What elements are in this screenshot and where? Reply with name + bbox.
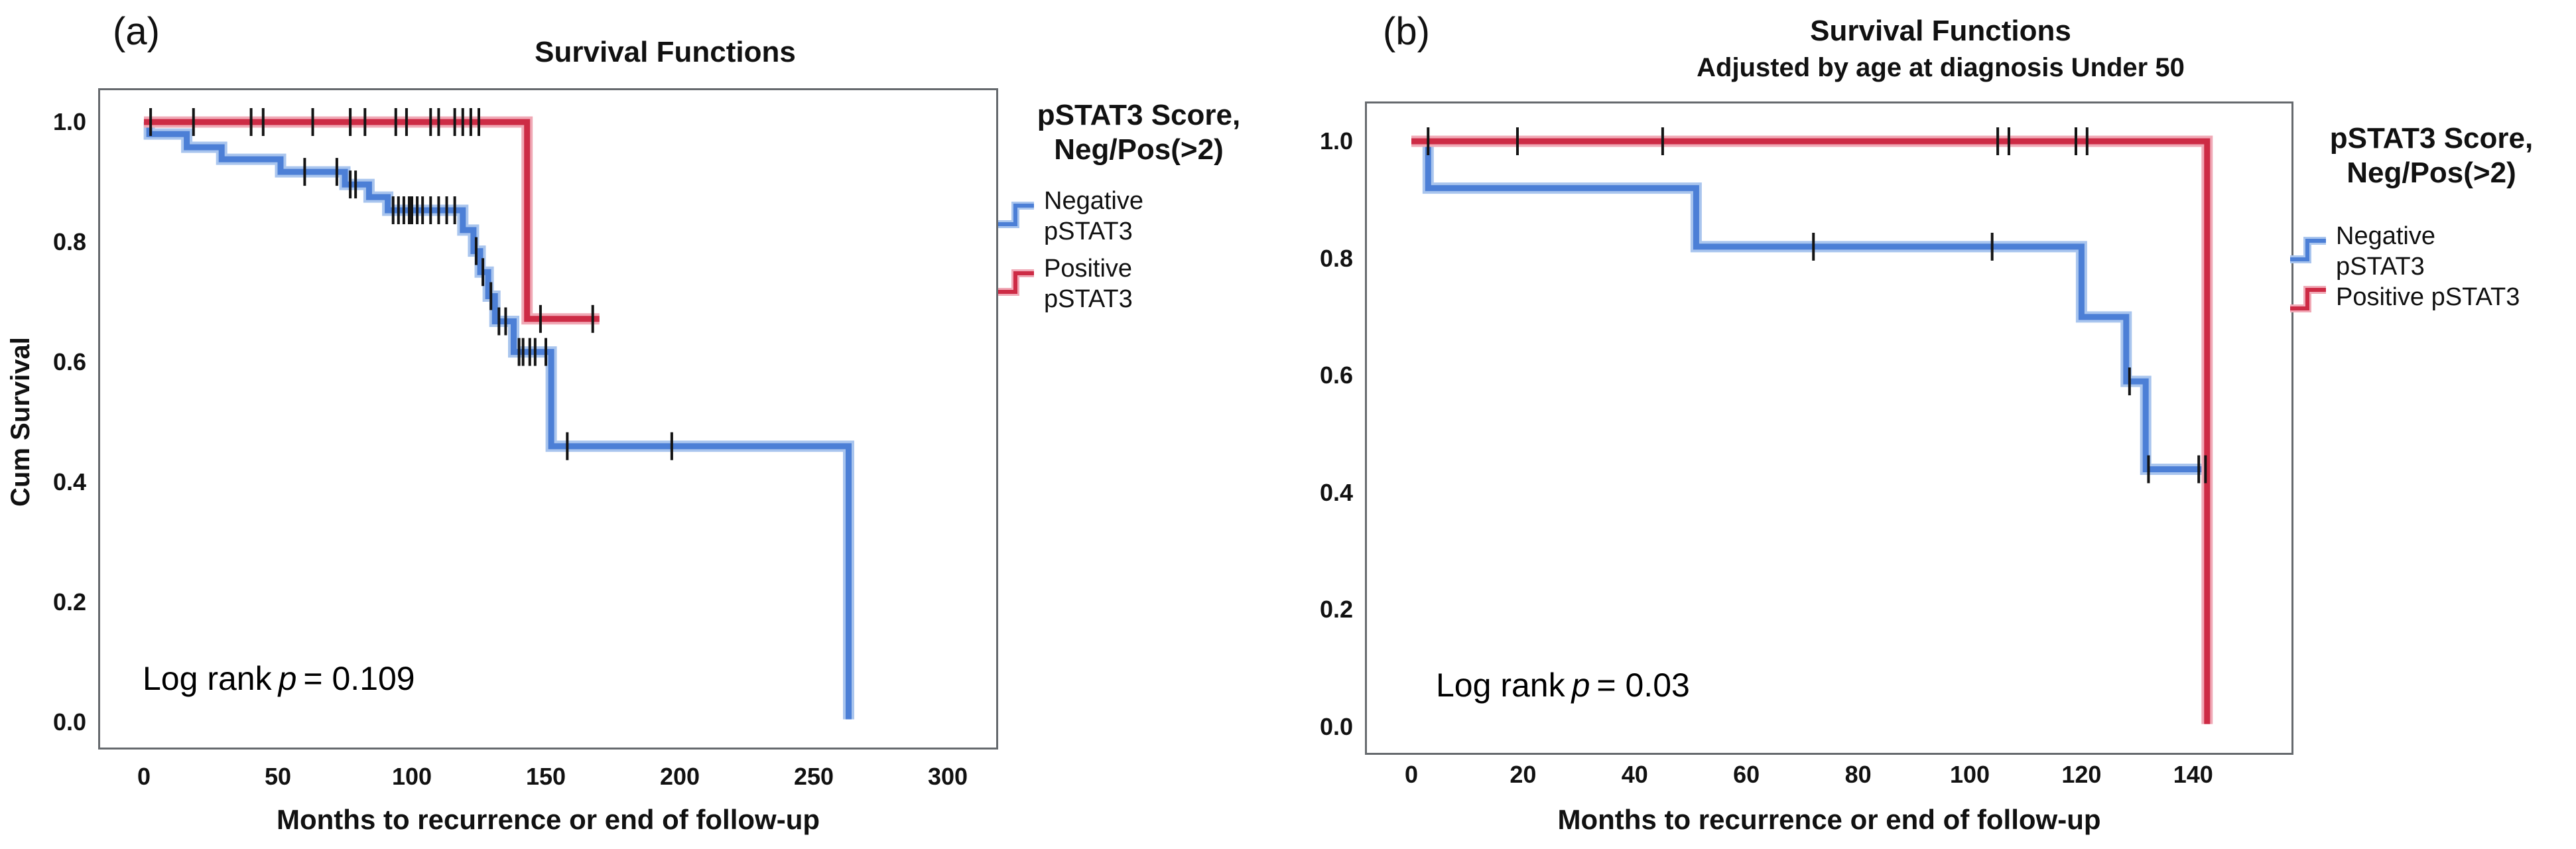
legend-b-negative-line1: Negative	[2336, 222, 2435, 250]
x-tick-label: 50	[264, 763, 292, 790]
negative-survival-curve	[144, 119, 852, 720]
y-tick-label: 0.0	[52, 708, 86, 736]
panel-a-legend: pSTAT3 Score, Neg/Pos(>2) Negative pSTAT…	[996, 93, 1281, 358]
negative-survival-curve	[143, 116, 854, 720]
y-tick-label: 0.8	[52, 228, 86, 255]
positive-step-icon	[2290, 286, 2326, 312]
legend-b-positive-label: Positive pSTAT3	[2336, 282, 2520, 312]
panel-b-x-axis-title: Months to recurrence or end of follow-up	[1557, 804, 2101, 835]
legend-b-title-line1: pSTAT3 Score,	[2329, 122, 2534, 155]
x-tick-label: 300	[927, 763, 968, 790]
log-rank-value: = 0.03	[1596, 667, 1690, 704]
y-tick-label: 1.0	[1319, 127, 1353, 155]
log-rank-annotation-b: Log rank p = 0.03	[1436, 666, 1690, 704]
panel-a-plot-area: Log rank p = 0.109	[98, 88, 998, 750]
y-tick-label: 0.2	[1319, 596, 1353, 623]
x-tick-label: 0	[1404, 761, 1419, 788]
log-rank-p-symbol: p	[1571, 667, 1590, 704]
x-tick-label: 120	[2061, 761, 2102, 788]
x-tick-label: 150	[525, 763, 566, 790]
x-tick-label: 100	[391, 763, 432, 790]
panel-a-x-axis-title: Months to recurrence or end of follow-up	[277, 804, 820, 835]
survival-chart-b	[1411, 127, 2213, 724]
panel-b-title: Survival Functions	[1810, 15, 2071, 47]
x-tick-label: 60	[1733, 761, 1760, 788]
legend-a-positive-line2: pSTAT3	[1044, 285, 1133, 313]
panel-b-subtitle: Adjusted by age at diagnosis Under 50	[1697, 53, 2185, 82]
censor-marks-layer	[149, 108, 673, 460]
y-tick-label: 0.8	[1319, 244, 1353, 272]
legend-b-negative-line2: pSTAT3	[2336, 253, 2425, 281]
negative-step-icon	[2290, 237, 2326, 263]
x-tick-label: 80	[1844, 761, 1872, 788]
panel-b-label: (b)	[1383, 10, 1430, 53]
y-tick-label: 0.2	[52, 588, 86, 616]
y-tick-label: 0.4	[52, 468, 86, 495]
legend-b-negative-label: Negative pSTAT3	[2336, 221, 2435, 282]
y-tick-label: 0.6	[1319, 361, 1353, 389]
positive-survival-curve	[144, 119, 600, 322]
x-tick-label: 200	[659, 763, 700, 790]
x-tick-label: 140	[2173, 761, 2213, 788]
panel-b-legend: pSTAT3 Score, Neg/Pos(>2) Negative pSTAT…	[2287, 116, 2576, 355]
positive-step-icon	[998, 269, 1034, 296]
legend-b-title-line2: Neg/Pos(>2)	[2347, 157, 2516, 189]
legend-a-negative-line1: Negative	[1044, 187, 1143, 215]
legend-a-title-line2: Neg/Pos(>2)	[1054, 133, 1224, 166]
survival-chart-a	[143, 108, 854, 720]
negative-survival-curve	[1411, 138, 2207, 472]
legend-a-positive-label: Positive pSTAT3	[1044, 253, 1133, 314]
x-tick-label: 20	[1510, 761, 1537, 788]
legend-b-positive-line1: Positive pSTAT3	[2336, 283, 2520, 311]
log-rank-prefix: Log rank	[143, 660, 272, 697]
positive-survival-curve	[1411, 138, 2211, 724]
log-rank-value: = 0.109	[303, 660, 415, 697]
log-rank-annotation-a: Log rank p = 0.109	[143, 659, 415, 698]
negative-step-icon	[998, 202, 1034, 228]
panel-a-label: (a)	[113, 10, 160, 53]
x-tick-label: 0	[137, 763, 151, 790]
legend-a-title-line1: pSTAT3 Score,	[1037, 99, 1241, 131]
x-tick-label: 100	[1949, 761, 1990, 788]
x-tick-label: 40	[1621, 761, 1648, 788]
panel-b-plot-area: Log rank p = 0.03	[1365, 101, 2293, 755]
log-rank-prefix: Log rank	[1436, 667, 1565, 704]
y-tick-label: 0.0	[1319, 713, 1353, 740]
censor-marks-layer	[1427, 127, 2207, 484]
y-tick-label: 0.6	[52, 348, 86, 375]
y-tick-label: 1.0	[52, 108, 86, 135]
legend-a-negative-label: Negative pSTAT3	[1044, 186, 1143, 247]
legend-a-negative-line2: pSTAT3	[1044, 218, 1133, 245]
positive-survival-curve	[1411, 135, 2213, 724]
panel-a-y-axis-title: Cum Survival	[6, 337, 35, 507]
legend-a-positive-line1: Positive	[1044, 255, 1133, 283]
panel-a-title: Survival Functions	[535, 36, 796, 68]
y-tick-label: 0.4	[1319, 478, 1353, 506]
log-rank-p-symbol: p	[278, 660, 297, 697]
x-tick-label: 250	[793, 763, 834, 790]
